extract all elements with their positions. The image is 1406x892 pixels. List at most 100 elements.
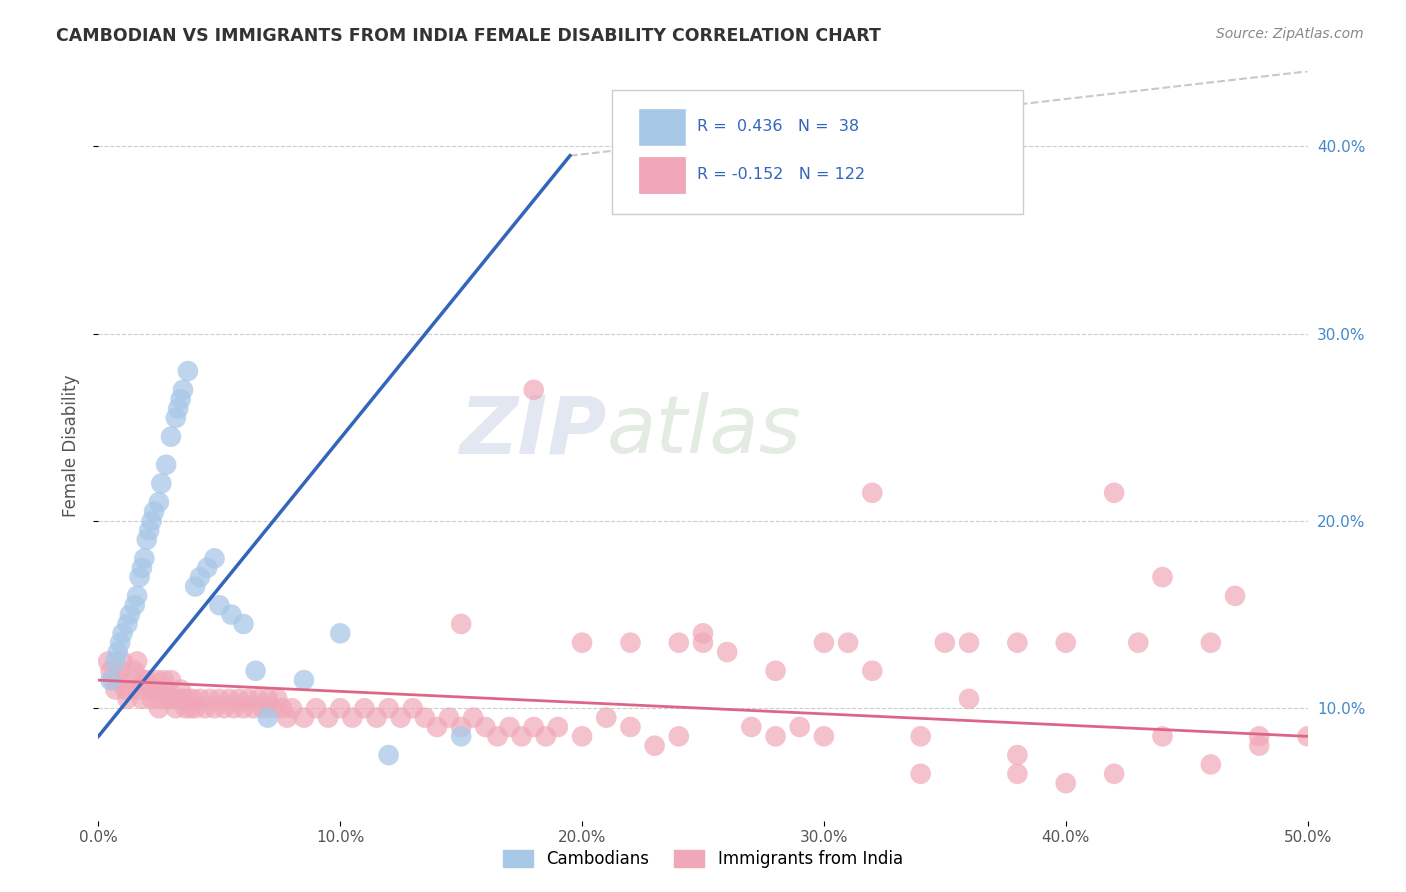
Point	[266, 692, 288, 706]
Point	[145, 673, 167, 688]
Point	[134, 551, 156, 566]
Point	[104, 655, 127, 669]
Point	[204, 551, 226, 566]
Point	[134, 673, 156, 688]
Point	[353, 701, 375, 715]
Point	[1152, 730, 1174, 744]
Point	[232, 701, 254, 715]
Point	[910, 730, 932, 744]
Point	[252, 701, 274, 715]
Point	[256, 710, 278, 724]
Point	[957, 635, 980, 649]
Point	[162, 692, 184, 706]
Point	[377, 747, 399, 762]
Point	[172, 383, 194, 397]
Point	[174, 701, 197, 715]
Point	[281, 701, 304, 715]
Point	[169, 392, 191, 407]
Point	[148, 701, 170, 715]
Point	[402, 701, 425, 715]
Point	[135, 533, 157, 547]
Point	[1199, 635, 1222, 649]
Point	[167, 401, 190, 416]
Point	[837, 635, 859, 649]
Point	[117, 617, 139, 632]
Point	[198, 692, 221, 706]
Point	[1128, 635, 1150, 649]
Point	[644, 739, 666, 753]
Point	[131, 561, 153, 575]
Point	[114, 682, 136, 697]
Point	[957, 692, 980, 706]
Bar	[638, 157, 685, 193]
Point	[547, 720, 569, 734]
Point	[1249, 730, 1271, 744]
Point	[486, 730, 509, 744]
Point	[619, 720, 641, 734]
Point	[366, 710, 388, 724]
Point	[316, 710, 339, 724]
Point	[426, 720, 449, 734]
Text: atlas: atlas	[606, 392, 801, 470]
Point	[150, 692, 173, 706]
Point	[789, 720, 811, 734]
Point	[1152, 570, 1174, 584]
Point	[128, 570, 150, 584]
Point	[1199, 757, 1222, 772]
Point	[212, 701, 235, 715]
Point	[124, 599, 146, 613]
Point	[245, 664, 267, 678]
Point	[463, 710, 485, 724]
Point	[668, 635, 690, 649]
Point	[177, 692, 200, 706]
Point	[177, 364, 200, 378]
Point	[342, 710, 364, 724]
Point	[172, 692, 194, 706]
Point	[813, 730, 835, 744]
Point	[124, 664, 146, 678]
Point	[188, 692, 211, 706]
Point	[329, 626, 352, 640]
Point	[121, 673, 143, 688]
Point	[1223, 589, 1246, 603]
Point	[111, 626, 134, 640]
Point	[256, 692, 278, 706]
Point	[167, 692, 190, 706]
Point	[118, 682, 141, 697]
FancyBboxPatch shape	[613, 90, 1024, 214]
Point	[204, 701, 226, 715]
Text: CAMBODIAN VS IMMIGRANTS FROM INDIA FEMALE DISABILITY CORRELATION CHART: CAMBODIAN VS IMMIGRANTS FROM INDIA FEMAL…	[56, 27, 882, 45]
Point	[813, 635, 835, 649]
Point	[141, 692, 163, 706]
Point	[152, 673, 174, 688]
Point	[100, 673, 122, 688]
Point	[242, 701, 264, 715]
Point	[450, 730, 472, 744]
Point	[218, 692, 240, 706]
Point	[692, 626, 714, 640]
Point	[523, 720, 546, 734]
Point	[148, 495, 170, 509]
Point	[107, 673, 129, 688]
Point	[668, 730, 690, 744]
Point	[276, 710, 298, 724]
Point	[437, 710, 460, 724]
Point	[135, 673, 157, 688]
Point	[188, 570, 211, 584]
Point	[232, 617, 254, 632]
Point	[108, 664, 131, 678]
Point	[157, 692, 180, 706]
Point	[160, 673, 183, 688]
Point	[160, 430, 183, 444]
Point	[184, 580, 207, 594]
Point	[595, 710, 617, 724]
Point	[413, 710, 436, 724]
Point	[1007, 635, 1029, 649]
Point	[377, 701, 399, 715]
Point	[165, 411, 187, 425]
Text: Source: ZipAtlas.com: Source: ZipAtlas.com	[1216, 27, 1364, 41]
Point	[107, 645, 129, 659]
Point	[150, 476, 173, 491]
Point	[143, 682, 166, 697]
Point	[571, 730, 593, 744]
